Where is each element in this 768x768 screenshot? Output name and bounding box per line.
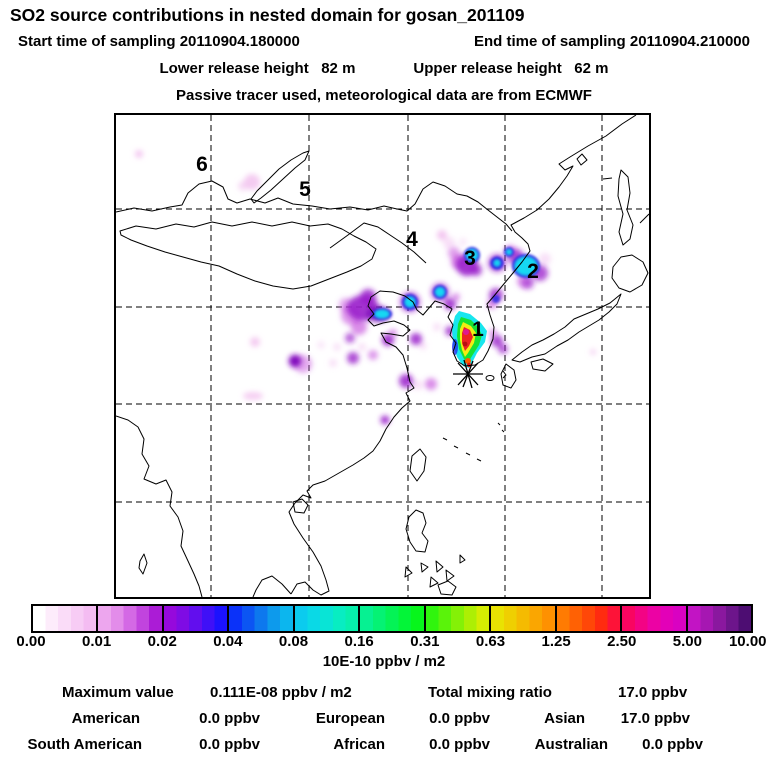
region-label: Asian bbox=[544, 710, 585, 727]
mongolia-border bbox=[119, 221, 377, 290]
colorbar-ticks: 0.00 0.01 0.02 0.04 0.08 0.16 0.31 0.63 … bbox=[16, 633, 766, 651]
hokkaido bbox=[611, 254, 649, 293]
faint-concentration-blobs bbox=[135, 150, 596, 400]
region-label: South American bbox=[27, 736, 142, 753]
colorbar-tick: 0.01 bbox=[82, 633, 112, 650]
amur-island bbox=[576, 153, 588, 166]
lat-lon-grid bbox=[116, 115, 649, 597]
colorbar-segment bbox=[685, 606, 751, 631]
release-heights-line: Lower release height 82 m Upper release … bbox=[0, 60, 768, 77]
coastlines bbox=[116, 115, 649, 597]
colorbar bbox=[31, 604, 753, 633]
lake-baikal bbox=[250, 150, 310, 204]
colorbar-tick: 2.50 bbox=[607, 633, 637, 650]
colorbar-tick: 0.04 bbox=[213, 633, 243, 650]
hainan bbox=[292, 498, 309, 514]
colorbar-tick: 0.16 bbox=[344, 633, 374, 650]
colorbar-tick: 0.08 bbox=[278, 633, 309, 650]
indochina-coast bbox=[116, 415, 203, 597]
colorbar-segment bbox=[161, 606, 228, 631]
honshu bbox=[511, 293, 622, 363]
korea-plume-maximum bbox=[452, 311, 487, 368]
map-canvas: 1 2 3 4 5 6 bbox=[116, 115, 649, 597]
marker-6: 6 bbox=[196, 153, 208, 176]
page-title: SO2 source contributions in nested domai… bbox=[10, 5, 525, 25]
colorbar-tick: 5.00 bbox=[672, 633, 702, 650]
tracer-note: Passive tracer used, meteorological data… bbox=[176, 87, 592, 104]
strong-concentration-blobs bbox=[288, 249, 548, 425]
colorbar-segment bbox=[554, 606, 621, 631]
marker-5: 5 bbox=[299, 178, 311, 201]
end-time-text: End time of sampling 20110904.210000 bbox=[474, 33, 750, 50]
map-panel: 1 2 3 4 5 6 bbox=[114, 113, 651, 599]
andaman-island bbox=[138, 553, 148, 575]
philippine-islands bbox=[404, 554, 466, 596]
sakhalin bbox=[617, 169, 634, 246]
upper-release-text: Upper release height 62 m bbox=[413, 60, 609, 77]
region-label: European bbox=[315, 710, 385, 727]
marker-2: 2 bbox=[527, 260, 539, 283]
station-marker bbox=[453, 359, 483, 389]
region-value: 0.0 ppbv bbox=[199, 736, 260, 753]
region-label: African bbox=[333, 736, 385, 753]
colorbar-tick: 0.02 bbox=[147, 633, 177, 650]
shikoku bbox=[530, 358, 554, 372]
mainland-coast bbox=[288, 115, 637, 596]
region-value: 0.0 ppbv bbox=[429, 736, 490, 753]
small-islands bbox=[442, 422, 505, 462]
max-value-label: Maximum value bbox=[62, 684, 174, 701]
manchuria-border bbox=[329, 222, 427, 264]
colorbar-tick: 0.31 bbox=[410, 633, 440, 650]
marker-4: 4 bbox=[406, 228, 418, 251]
luzon bbox=[405, 509, 429, 553]
colorbar-segment bbox=[96, 606, 162, 631]
tsushima bbox=[502, 370, 507, 379]
colorbar-segment bbox=[227, 606, 293, 631]
colorbar-tick: 1.25 bbox=[541, 633, 571, 650]
total-ratio-label: Total mixing ratio bbox=[428, 684, 552, 701]
colorbar-segment bbox=[620, 606, 686, 631]
colorbar-segment bbox=[423, 606, 490, 631]
okhotsk-corner bbox=[639, 213, 649, 224]
colorbar-segment bbox=[33, 606, 97, 631]
sampling-times-line: Start time of sampling 20110904.180000 E… bbox=[0, 33, 768, 50]
jeju-island bbox=[485, 375, 495, 381]
colorbar-tick: 0.63 bbox=[475, 633, 506, 650]
kyushu bbox=[500, 363, 517, 389]
region-value: 17.0 ppbv bbox=[620, 710, 690, 727]
max-value: 0.111E-08 ppbv / m2 bbox=[210, 684, 352, 701]
colorbar-tick: 10.00 bbox=[728, 633, 767, 650]
colorbar-tick: 0.00 bbox=[16, 633, 46, 650]
region-value: 0.0 ppbv bbox=[429, 710, 490, 727]
region-value: 0.0 ppbv bbox=[642, 736, 703, 753]
russia-border-line bbox=[116, 180, 513, 232]
colorbar-segment bbox=[489, 606, 555, 631]
marker-3: 3 bbox=[464, 247, 476, 270]
total-ratio-value: 17.0 ppbv bbox=[618, 684, 688, 701]
hotspot-cores bbox=[372, 247, 540, 320]
trajectory-markers: 1 2 3 4 5 6 bbox=[196, 153, 539, 341]
colorbar-unit: 10E-10 ppbv / m2 bbox=[322, 653, 446, 670]
tatar-dash bbox=[602, 177, 613, 180]
gulf-of-thailand bbox=[252, 575, 292, 597]
marker-1: 1 bbox=[472, 318, 484, 341]
colorbar-segment bbox=[358, 606, 424, 631]
colorbar-segment bbox=[292, 606, 359, 631]
start-time-text: Start time of sampling 20110904.180000 bbox=[18, 33, 300, 50]
taiwan bbox=[409, 448, 427, 482]
region-label: Australian bbox=[534, 736, 608, 753]
region-value: 0.0 ppbv bbox=[199, 710, 260, 727]
region-label: American bbox=[71, 710, 140, 727]
lower-release-text: Lower release height 82 m bbox=[159, 60, 356, 77]
